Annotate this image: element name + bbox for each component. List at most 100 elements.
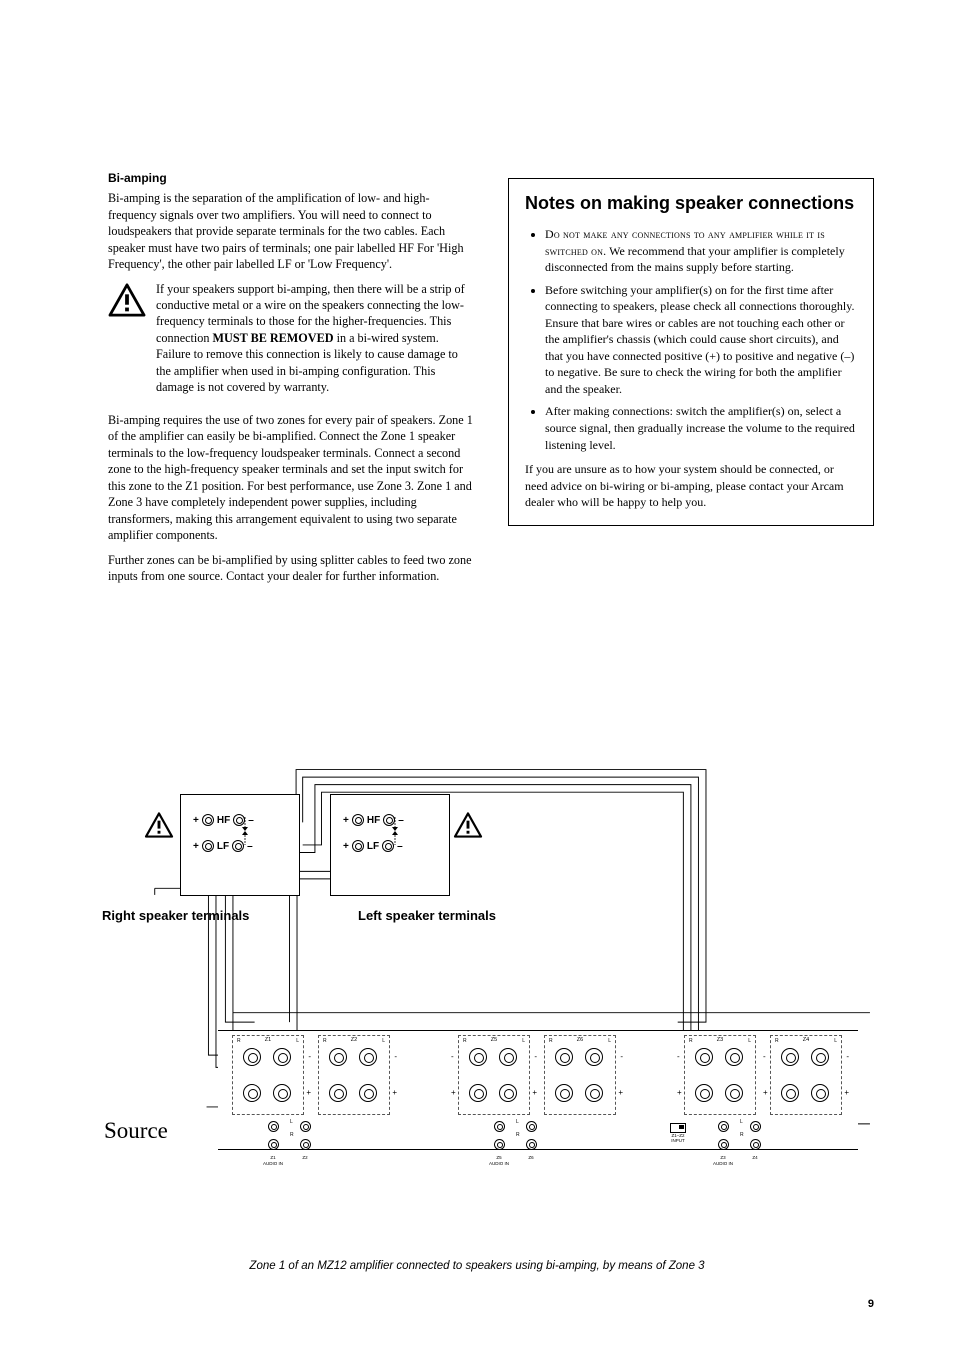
side-r: R xyxy=(463,1038,467,1044)
minus-sign: - xyxy=(677,1052,680,1061)
hf-label: HF xyxy=(367,815,380,826)
right-speaker-box: + HF – + LF – xyxy=(180,794,300,896)
biamping-heading: Bi-amping xyxy=(108,170,474,186)
biamping-p2: Bi-amping requires the use of two zones … xyxy=(108,412,474,544)
audio-z1: Z1 xyxy=(258,1156,288,1161)
side-r: R xyxy=(689,1038,693,1044)
side-l: L xyxy=(522,1038,525,1044)
biamping-p3: Further zones can be bi-amplified by usi… xyxy=(108,552,474,585)
binding-post-icon xyxy=(359,1084,377,1102)
right-column: Notes on making speaker connections Do n… xyxy=(508,170,874,593)
plus-sign: + xyxy=(343,841,349,852)
binding-post-icon xyxy=(359,1048,377,1066)
side-l: L xyxy=(382,1038,385,1044)
left-column: Bi-amping Bi-amping is the separation of… xyxy=(108,170,474,593)
notes-foot: If you are unsure as to how your system … xyxy=(525,461,857,511)
zone-z5: Z5RL-+-+ xyxy=(458,1035,530,1115)
audio-in-z6: Z6 xyxy=(516,1119,546,1161)
side-l: L xyxy=(834,1038,837,1044)
binding-post-icon xyxy=(243,1084,261,1102)
binding-post-icon xyxy=(695,1048,713,1066)
terminal-icon xyxy=(352,840,364,852)
warning-text: If your speakers support bi-amping, then… xyxy=(156,281,474,396)
rca-icon xyxy=(718,1139,729,1150)
audio-in-z3: LRZ3AUDIO IN xyxy=(708,1119,738,1166)
zone-z1: Z1RL-+ xyxy=(232,1035,304,1115)
warning-block: If your speakers support bi-amping, then… xyxy=(108,281,474,404)
audio-z6: Z6 xyxy=(516,1156,546,1161)
binding-post-icon xyxy=(273,1048,291,1066)
plus-sign: + xyxy=(306,1088,311,1097)
side-r: R xyxy=(775,1038,779,1044)
lf-label: LF xyxy=(217,841,229,852)
zone-z4: Z4RL-+-+ xyxy=(770,1035,842,1115)
z2-label: Z2 xyxy=(319,1037,389,1043)
plus-sign: + xyxy=(343,815,349,826)
z6-label: Z6 xyxy=(545,1037,615,1043)
z5-label: Z5 xyxy=(459,1037,529,1043)
notes-b1: Do not make any connections to any ampli… xyxy=(545,226,857,276)
notes-b2: Before switching your amplifier(s) on fo… xyxy=(545,282,857,398)
minus-sign: - xyxy=(763,1052,766,1061)
rca-icon xyxy=(494,1139,505,1150)
audio-in: AUDIO IN xyxy=(258,1162,288,1167)
binding-post-icon xyxy=(811,1084,829,1102)
side-l: L xyxy=(296,1038,299,1044)
terminal-icon xyxy=(202,840,214,852)
binding-post-icon xyxy=(585,1084,603,1102)
binding-post-icon xyxy=(781,1048,799,1066)
audio-z2: Z2 xyxy=(290,1156,320,1161)
z3-label: Z3 xyxy=(685,1037,755,1043)
hf-label: HF xyxy=(217,815,230,826)
binding-post-icon xyxy=(555,1048,573,1066)
plus-sign: + xyxy=(844,1088,849,1097)
binding-post-icon xyxy=(725,1084,743,1102)
binding-post-icon xyxy=(329,1048,347,1066)
plus-sign: + xyxy=(392,1088,397,1097)
rca-icon xyxy=(494,1121,505,1132)
terminal-icon xyxy=(352,814,364,826)
warning-icon xyxy=(453,812,483,838)
plus-sign: + xyxy=(532,1088,537,1097)
rca-icon xyxy=(268,1139,279,1150)
audio-in-z2: Z2 xyxy=(290,1119,320,1161)
binding-post-icon xyxy=(469,1048,487,1066)
input-switch: Z1–Z2 INPUT xyxy=(670,1123,686,1144)
notes-title: Notes on making speaker connections xyxy=(525,193,857,214)
left-speaker-label: Left speaker terminals xyxy=(358,908,496,924)
plus-sign: + xyxy=(193,841,199,852)
notes-box: Notes on making speaker connections Do n… xyxy=(508,178,874,526)
audio-in-z1: LRZ1AUDIO IN xyxy=(258,1119,288,1166)
side-l: L xyxy=(748,1038,751,1044)
zone-z2: Z2RL-+ xyxy=(318,1035,390,1115)
rca-icon xyxy=(750,1139,761,1150)
rca-icon xyxy=(750,1121,761,1132)
binding-post-icon xyxy=(329,1084,347,1102)
rca-icon xyxy=(718,1121,729,1132)
audio-z3: Z3 xyxy=(708,1156,738,1161)
audio-in-z5: LRZ5AUDIO IN xyxy=(484,1119,514,1166)
binding-post-icon xyxy=(781,1084,799,1102)
binding-post-icon xyxy=(469,1084,487,1102)
biamping-p1: Bi-amping is the separation of the ampli… xyxy=(108,190,474,272)
zone-z6: Z6RL-+ xyxy=(544,1035,616,1115)
rca-icon xyxy=(526,1121,537,1132)
plus-sign: + xyxy=(763,1088,768,1097)
binding-post-icon xyxy=(725,1048,743,1066)
amp-panel: Z1RL-+ Z2RL-+ Z5RL-+-+ Z6RL-+ Z3RL-+ Z4R… xyxy=(218,1030,858,1150)
minus-sign: - xyxy=(451,1052,454,1061)
rca-icon xyxy=(300,1121,311,1132)
binding-post-icon xyxy=(499,1048,517,1066)
binding-post-icon xyxy=(811,1048,829,1066)
source-label: Source xyxy=(104,1118,168,1144)
side-r: R xyxy=(237,1038,241,1044)
rca-icon xyxy=(300,1139,311,1150)
zone-z3: Z3RL-+ xyxy=(684,1035,756,1115)
minus-sign: - xyxy=(534,1052,537,1061)
binding-post-icon xyxy=(243,1048,261,1066)
rca-icon xyxy=(526,1139,537,1150)
minus-sign: - xyxy=(846,1052,849,1061)
plus-sign: + xyxy=(618,1088,623,1097)
terminal-icon xyxy=(202,814,214,826)
minus-sign: - xyxy=(620,1052,623,1061)
